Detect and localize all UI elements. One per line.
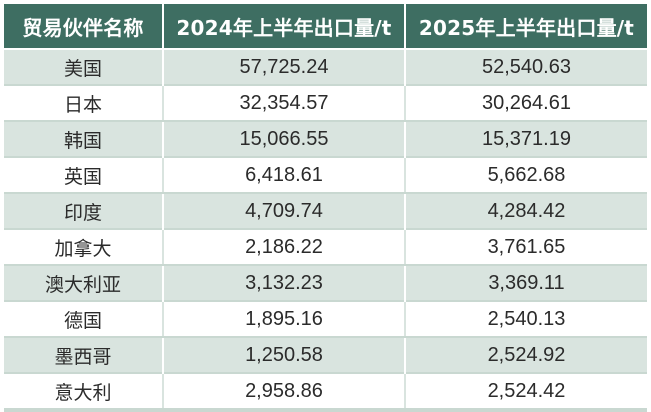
export-2024-cell: 1,250.58 [163, 336, 406, 373]
table-row: 英国 6,418.61 5,662.68 [4, 156, 647, 194]
table-body: 美国 57,725.24 52,540.63 日本 32,354.57 30,2… [4, 48, 647, 410]
export-2024-cell: 3,132.23 [163, 264, 406, 301]
partner-cell: 韩国 [4, 120, 164, 157]
partner-cell: 墨西哥 [4, 336, 164, 373]
export-2024-cell: 57,725.24 [163, 48, 406, 85]
export-2024-cell: 4,709.74 [163, 192, 406, 229]
partner-cell: 意大利 [4, 372, 164, 410]
export-table-container: 贸易伙伴名称 2024年上半年出口量/t 2025年上半年出口量/t 美国 57… [4, 4, 647, 412]
export-2025-cell: 3,369.11 [405, 264, 647, 301]
export-2024-cell: 32,354.57 [163, 84, 406, 122]
export-2024-cell: 2,958.86 [163, 372, 406, 410]
table-row: 印度 4,709.74 4,284.42 [4, 192, 647, 229]
export-2025-cell: 2,524.42 [405, 372, 647, 410]
table-row: 意大利 2,958.86 2,524.42 [4, 372, 647, 410]
table-row: 加拿大 2,186.22 3,761.65 [4, 228, 647, 266]
export-2025-cell: 15,371.19 [405, 120, 647, 157]
export-2025-cell: 52,540.63 [405, 48, 647, 85]
export-2024-cell: 6,418.61 [163, 156, 406, 194]
header-row: 贸易伙伴名称 2024年上半年出口量/t 2025年上半年出口量/t [4, 4, 647, 49]
export-2025-cell: 2,540.13 [405, 300, 647, 338]
export-2025-cell: 30,264.61 [405, 84, 647, 122]
table-row: 日本 32,354.57 30,264.61 [4, 84, 647, 122]
header-2025-h1-export: 2025年上半年出口量/t [405, 4, 647, 49]
export-2024-cell: 2,186.22 [163, 228, 406, 266]
table-row: 德国 1,895.16 2,540.13 [4, 300, 647, 338]
table-row: 澳大利亚 3,132.23 3,369.11 [4, 264, 647, 301]
partner-cell: 英国 [4, 156, 164, 194]
export-2025-cell: 4,284.42 [405, 192, 647, 229]
export-2024-cell: 1,895.16 [163, 300, 406, 338]
partner-cell: 澳大利亚 [4, 264, 164, 301]
table-header: 贸易伙伴名称 2024年上半年出口量/t 2025年上半年出口量/t [4, 4, 647, 49]
export-volume-table: 贸易伙伴名称 2024年上半年出口量/t 2025年上半年出口量/t 美国 57… [4, 4, 647, 410]
header-2024-h1-export: 2024年上半年出口量/t [163, 4, 406, 49]
export-2025-cell: 3,761.65 [405, 228, 647, 266]
table-row: 韩国 15,066.55 15,371.19 [4, 120, 647, 157]
partner-cell: 日本 [4, 84, 164, 122]
partner-cell: 加拿大 [4, 228, 164, 266]
export-2024-cell: 15,066.55 [163, 120, 406, 157]
export-2025-cell: 5,662.68 [405, 156, 647, 194]
table-row: 美国 57,725.24 52,540.63 [4, 48, 647, 85]
header-partner-name: 贸易伙伴名称 [4, 4, 164, 49]
table-row: 墨西哥 1,250.58 2,524.92 [4, 336, 647, 373]
partner-cell: 美国 [4, 48, 164, 85]
export-2025-cell: 2,524.92 [405, 336, 647, 373]
partner-cell: 德国 [4, 300, 164, 338]
partner-cell: 印度 [4, 192, 164, 229]
